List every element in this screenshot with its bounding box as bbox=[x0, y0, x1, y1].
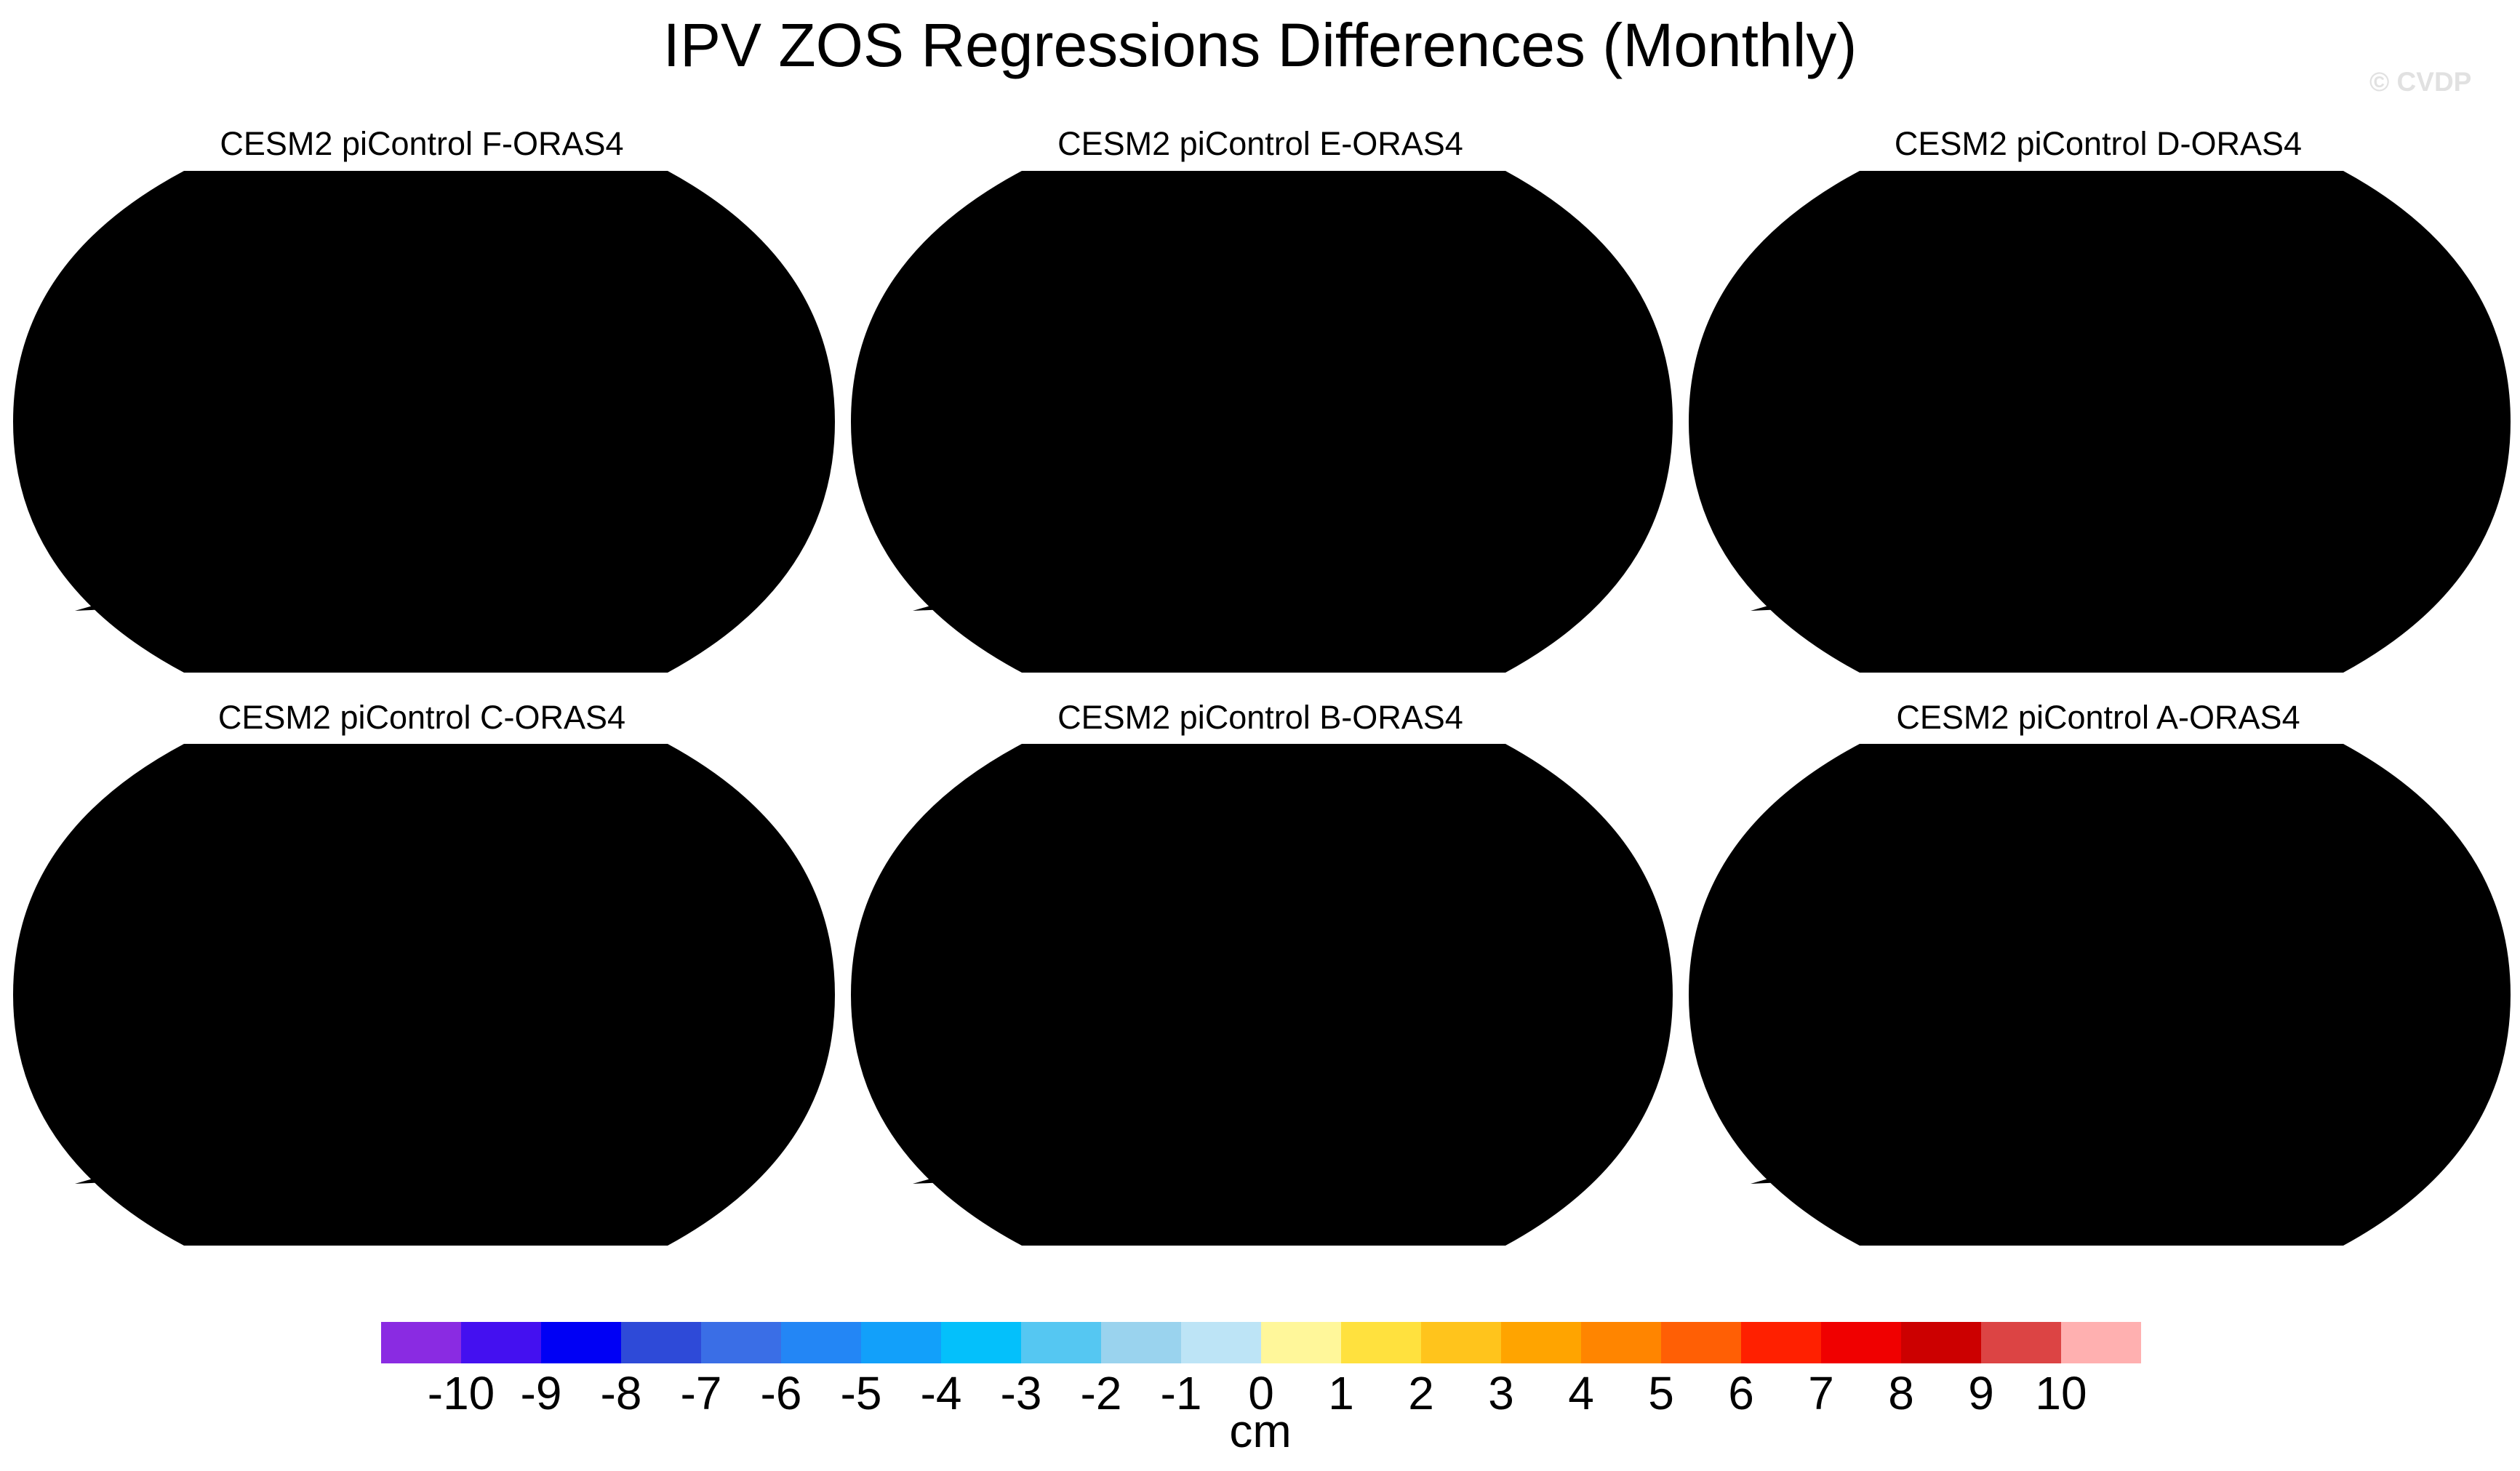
colorbar-tick-label: -3 bbox=[1000, 1367, 1042, 1419]
panel-title-d: CESM2 piControl D-ORAS4 bbox=[1894, 125, 2303, 162]
map-panel-a bbox=[1689, 744, 2511, 1246]
map-panel-d bbox=[1689, 171, 2511, 673]
colorbar-box bbox=[1821, 1322, 1901, 1363]
colorbar-unit-label: cm bbox=[1229, 1405, 1292, 1457]
colorbar-tick-label: 7 bbox=[1808, 1367, 1834, 1419]
colorbar-tick-label: -4 bbox=[920, 1367, 962, 1419]
colorbar-tick-label: 10 bbox=[2035, 1367, 2087, 1419]
colorbar-tick-label: 5 bbox=[1648, 1367, 1674, 1419]
map-panel-c bbox=[13, 744, 835, 1246]
colorbar-box bbox=[1421, 1322, 1501, 1363]
colorbar-tick-label: 1 bbox=[1328, 1367, 1354, 1419]
colorbar-tick-label: 0 bbox=[1248, 1367, 1274, 1419]
colorbar-box bbox=[1261, 1322, 1341, 1363]
map-panel-e bbox=[851, 171, 1673, 673]
colorbar-box bbox=[1901, 1322, 1981, 1363]
colorbar-box bbox=[2061, 1322, 2141, 1363]
colorbar-tick-label: 8 bbox=[1888, 1367, 1914, 1419]
colorbar-box bbox=[461, 1322, 541, 1363]
colorbar-tick-label: 3 bbox=[1488, 1367, 1514, 1419]
colorbar bbox=[381, 1322, 2141, 1363]
colorbar-box bbox=[781, 1322, 861, 1363]
colorbar-tick-label: -2 bbox=[1080, 1367, 1122, 1419]
colorbar-tick-label: -9 bbox=[520, 1367, 562, 1419]
colorbar-box bbox=[861, 1322, 941, 1363]
colorbar-box bbox=[701, 1322, 781, 1363]
colorbar-box bbox=[941, 1322, 1021, 1363]
colorbar-box bbox=[541, 1322, 621, 1363]
colorbar-box bbox=[1661, 1322, 1741, 1363]
panel-title-b: CESM2 piControl B-ORAS4 bbox=[1057, 699, 1463, 736]
colorbar-tick-label: -6 bbox=[760, 1367, 802, 1419]
panel-title-a: CESM2 piControl A-ORAS4 bbox=[1896, 699, 2300, 736]
colorbar-tick-label: -5 bbox=[840, 1367, 882, 1419]
panel-title-e: CESM2 piControl E-ORAS4 bbox=[1057, 125, 1463, 162]
cvdp-watermark: © CVDP bbox=[2369, 67, 2472, 97]
colorbar-tick-label: 9 bbox=[1968, 1367, 1994, 1419]
colorbar-tick-label: -7 bbox=[680, 1367, 722, 1419]
panel-title-f: CESM2 piControl F-ORAS4 bbox=[220, 125, 624, 162]
colorbar-box bbox=[1101, 1322, 1181, 1363]
colorbar-box bbox=[1181, 1322, 1261, 1363]
panel-title-c: CESM2 piControl C-ORAS4 bbox=[217, 699, 626, 736]
colorbar-tick-label: 4 bbox=[1568, 1367, 1594, 1419]
colorbar-tick-label: -1 bbox=[1160, 1367, 1202, 1419]
colorbar-box bbox=[1741, 1322, 1821, 1363]
colorbar-box bbox=[1341, 1322, 1421, 1363]
colorbar-box bbox=[1981, 1322, 2061, 1363]
colorbar-tick-label: -8 bbox=[600, 1367, 642, 1419]
colorbar-box bbox=[1501, 1322, 1581, 1363]
map-panel-f bbox=[13, 171, 835, 673]
map-panel-b bbox=[851, 744, 1673, 1246]
colorbar-tick-label: -10 bbox=[427, 1367, 495, 1419]
colorbar-tick-label: 6 bbox=[1728, 1367, 1754, 1419]
colorbar-box bbox=[1581, 1322, 1661, 1363]
figure-title: IPV ZOS Regressions Differences (Monthly… bbox=[663, 11, 1857, 79]
colorbar-tick-label: 2 bbox=[1408, 1367, 1434, 1419]
colorbar-box bbox=[1021, 1322, 1101, 1363]
colorbar-box bbox=[621, 1322, 701, 1363]
colorbar-box bbox=[381, 1322, 461, 1363]
